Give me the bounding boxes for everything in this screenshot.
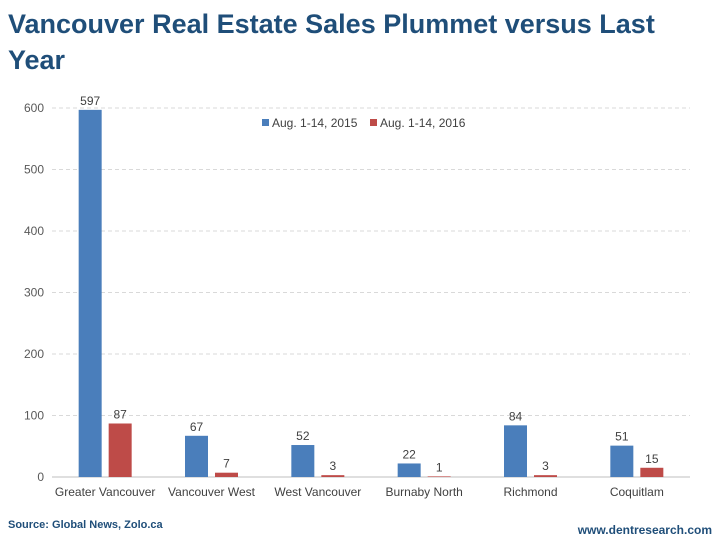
data-label: 84: [509, 409, 523, 423]
legend-swatch: [262, 119, 269, 126]
bar: [185, 435, 208, 477]
source-note: Source: Global News, Zolo.ca: [8, 519, 163, 531]
data-label: 3: [329, 459, 336, 473]
bar: [321, 475, 345, 477]
data-label: 51: [615, 430, 629, 444]
category-label: Vancouver West: [168, 485, 256, 499]
legend-label: Aug. 1-14, 2016: [380, 116, 466, 130]
bar: [427, 476, 451, 477]
bar: [610, 445, 634, 477]
bar: [108, 423, 132, 477]
bar: [215, 472, 238, 477]
data-label: 67: [190, 420, 204, 434]
bar: [397, 463, 421, 477]
data-label: 3: [542, 459, 549, 473]
website-credit: www.dentresearch.com: [577, 523, 712, 537]
y-tick-label: 100: [24, 409, 44, 423]
data-label: 52: [296, 429, 310, 443]
y-tick-label: 400: [24, 224, 44, 238]
y-tick-label: 300: [24, 286, 44, 300]
y-tick-label: 200: [24, 347, 44, 361]
y-tick-label: 0: [37, 470, 44, 484]
chart-title: Vancouver Real Estate Sales Plummet vers…: [8, 9, 655, 75]
bar: [504, 425, 527, 477]
bar: [78, 109, 102, 477]
bar: [534, 475, 557, 477]
data-label: 15: [645, 452, 659, 466]
data-label: 87: [113, 407, 127, 421]
category-label: Greater Vancouver: [55, 485, 156, 499]
data-label: 7: [223, 457, 230, 471]
data-label: 1: [436, 460, 443, 474]
legend-swatch: [370, 119, 377, 126]
category-label: Coquitlam: [610, 485, 664, 499]
bar: [640, 467, 664, 477]
y-tick-label: 500: [24, 163, 44, 177]
y-tick-label: 600: [24, 101, 44, 115]
legend-label: Aug. 1-14, 2015: [272, 116, 358, 130]
data-label: 22: [402, 447, 416, 461]
category-label: Richmond: [503, 485, 557, 499]
bar: [291, 445, 315, 477]
data-label: 597: [80, 94, 100, 108]
category-label: Burnaby North: [385, 485, 462, 499]
category-label: West Vancouver: [274, 485, 361, 499]
